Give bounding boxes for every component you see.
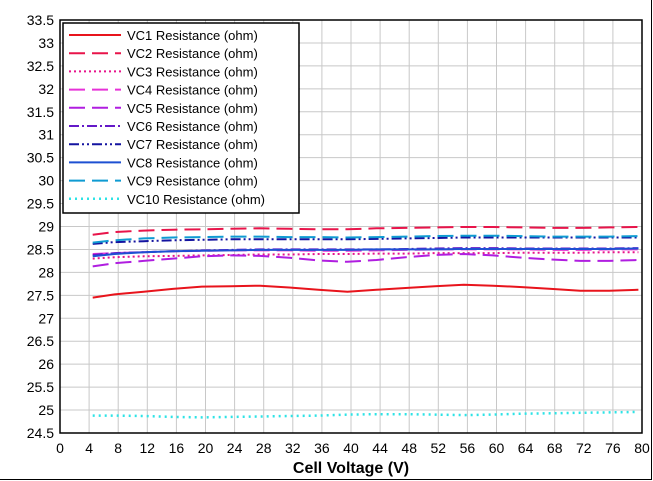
- y-tick-label: 24.5: [27, 425, 54, 441]
- x-tick-label: 8: [114, 440, 122, 456]
- series-line-vc2: [92, 226, 639, 236]
- legend-label: VC6 Resistance (ohm): [127, 119, 258, 134]
- legend-item: VC2 Resistance (ohm): [69, 46, 258, 61]
- legend-label: VC8 Resistance (ohm): [127, 155, 258, 170]
- x-tick-label: 68: [547, 440, 563, 456]
- y-tick-label: 30.5: [27, 150, 54, 166]
- y-tick-label: 29.5: [27, 196, 54, 212]
- y-tick-label: 25.5: [27, 379, 54, 395]
- legend-label: VC7 Resistance (ohm): [127, 137, 258, 152]
- legend-label: VC1 Resistance (ohm): [127, 28, 258, 43]
- y-tick-label: 33.5: [27, 12, 54, 28]
- legend-item: VC4 Resistance (ohm): [69, 83, 258, 98]
- x-tick-label: 24: [227, 440, 243, 456]
- x-tick-label: 36: [314, 440, 330, 456]
- y-tick-label: 32.5: [27, 58, 54, 74]
- y-tick-label: 33: [38, 35, 54, 51]
- y-tick-label: 32: [38, 81, 54, 97]
- y-tick-label: 31.5: [27, 104, 54, 120]
- plot-border: [59, 19, 643, 434]
- x-tick-label: 72: [576, 440, 592, 456]
- legend-item: VC6 Resistance (ohm): [69, 119, 258, 134]
- series-line-vc10: [92, 410, 639, 419]
- legend-label: VC2 Resistance (ohm): [127, 46, 258, 61]
- legend-item: VC3 Resistance (ohm): [69, 64, 258, 79]
- legend-label: VC4 Resistance (ohm): [127, 83, 258, 98]
- x-tick-label: 60: [489, 440, 505, 456]
- legend-item: VC8 Resistance (ohm): [69, 155, 258, 170]
- x-tick-label: 20: [198, 440, 214, 456]
- legend: VC1 Resistance (ohm) VC2 Resistance (ohm)…: [62, 22, 300, 214]
- x-tick-label: 32: [285, 440, 301, 456]
- legend-items: VC1 Resistance (ohm) VC2 Resistance (ohm)…: [69, 28, 265, 207]
- legend-label: VC3 Resistance (ohm): [127, 64, 258, 79]
- y-tick-label: 28.5: [27, 241, 54, 257]
- x-tick-label: 52: [431, 440, 447, 456]
- x-axis-label: Cell Voltage (V): [293, 460, 409, 477]
- x-tick-label: 40: [343, 440, 359, 456]
- legend-item: VC9 Resistance (ohm): [69, 174, 258, 189]
- legend-item: VC5 Resistance (ohm): [69, 101, 258, 116]
- x-tick-label: 56: [460, 440, 476, 456]
- series-line-vc3: [92, 251, 639, 260]
- x-tick-label: 0: [56, 440, 64, 456]
- x-tick-label: 16: [169, 440, 185, 456]
- y-tick-label: 28: [38, 264, 54, 280]
- series-line-vc8: [92, 247, 639, 258]
- y-tick-labels: 24.5 25 25.5 26 26.5 27 27.5 28 28.5 29 29.5 30 30.5…: [27, 12, 54, 441]
- x-tick-label: 76: [605, 440, 621, 456]
- x-tick-label: 4: [85, 440, 93, 456]
- legend-item: VC7 Resistance (ohm): [69, 137, 258, 152]
- x-tick-label: 80: [634, 440, 650, 456]
- legend-label: VC9 Resistance (ohm): [127, 174, 258, 189]
- x-tick-label: 12: [140, 440, 156, 456]
- series-lines: [92, 226, 639, 419]
- y-tick-label: 30: [38, 173, 54, 189]
- y-tick-label: 26: [38, 356, 54, 372]
- x-tick-label: 44: [372, 440, 388, 456]
- legend-label: VC10 Resistance (ohm): [127, 192, 265, 207]
- legend-item: VC10 Resistance (ohm): [69, 192, 265, 207]
- x-tick-label: 48: [401, 440, 417, 456]
- x-tick-label: 64: [518, 440, 534, 456]
- y-tick-label: 25: [38, 402, 54, 418]
- legend-label: VC5 Resistance (ohm): [127, 101, 258, 116]
- series-line-vc1: [92, 283, 639, 299]
- y-tick-label: 27: [38, 310, 54, 326]
- y-tick-label: 29: [38, 219, 54, 235]
- legend-item: VC1 Resistance (ohm): [69, 28, 258, 43]
- x-tick-labels: 0 4 8 12 16 20 24 28 32 36 40 44 48 52 56 60 64 68 72 76 80: [56, 440, 650, 456]
- y-tick-label: 27.5: [27, 287, 54, 303]
- y-tick-label: 26.5: [27, 333, 54, 349]
- y-tick-label: 31: [38, 127, 54, 143]
- x-tick-label: 28: [256, 440, 272, 456]
